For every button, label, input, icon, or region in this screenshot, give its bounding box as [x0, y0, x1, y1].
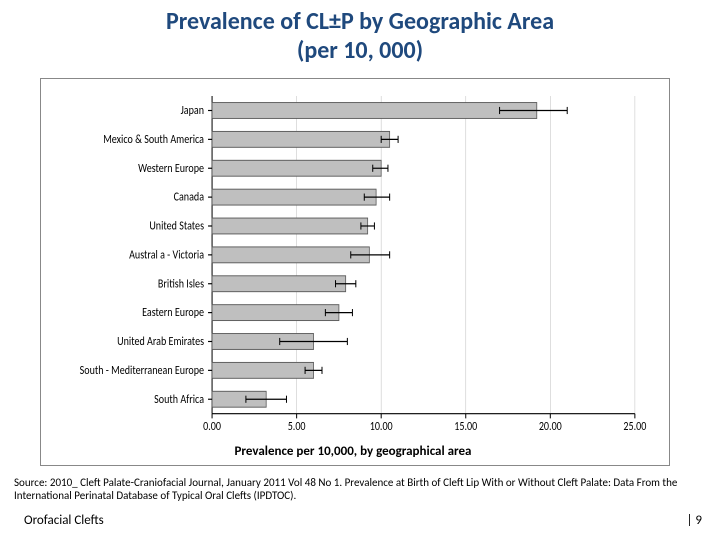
- category-label-9: South - Mediterranean Europe: [80, 363, 205, 377]
- slide: Prevalence of CL±P by Geographic Area (p…: [0, 0, 720, 540]
- bar-4: [212, 218, 368, 234]
- bar-0: [212, 102, 537, 118]
- footer: Orofacial Clefts | 9: [0, 503, 720, 540]
- bar-6: [212, 275, 346, 291]
- chart-container: 0.00 5.00 10.00 15.00 20.00 25.00 Japan Mexico …: [0, 72, 720, 470]
- footer-left-label: Orofacial Clefts: [24, 513, 104, 528]
- svg-text:25.00: 25.00: [623, 419, 646, 433]
- category-label-2: Western Europe: [138, 161, 204, 175]
- category-label-1: Mexico & South America: [103, 132, 204, 146]
- category-label-6: British Isles: [158, 276, 204, 290]
- slide-title: Prevalence of CL±P by Geographic Area (p…: [0, 0, 720, 72]
- bar-3: [212, 189, 376, 205]
- bar-2: [212, 160, 381, 176]
- category-label-0: Japan: [181, 103, 205, 117]
- chart-frame: 0.00 5.00 10.00 15.00 20.00 25.00 Japan Mexico …: [40, 78, 670, 466]
- category-label-7: Eastern Europe: [142, 305, 204, 319]
- category-label-4: United States: [149, 218, 204, 232]
- svg-text:5.00: 5.00: [288, 419, 306, 433]
- svg-text:20.00: 20.00: [539, 419, 562, 433]
- bar-7: [212, 304, 339, 320]
- title-line-1: Prevalence of CL±P by Geographic Area: [40, 8, 680, 37]
- bar-9: [212, 362, 313, 378]
- category-label-10: South Africa: [154, 392, 204, 406]
- bar-5: [212, 247, 369, 263]
- bar-1: [212, 131, 390, 147]
- page-number: | 9: [686, 513, 702, 528]
- x-axis-title: Prevalence per 10,000, by geographical a…: [51, 442, 655, 459]
- title-line-2: (per 10, 000): [40, 37, 680, 66]
- category-label-5: Austral a - Victoria: [129, 247, 204, 261]
- svg-text:10.00: 10.00: [370, 419, 393, 433]
- category-label-8: United Arab Emirates: [117, 334, 204, 348]
- svg-text:0.00: 0.00: [203, 419, 221, 433]
- source-citation: Source: 2010_ Cleft Palate-Craniofacial …: [0, 470, 720, 504]
- svg-text:15.00: 15.00: [454, 419, 477, 433]
- prevalence-bar-chart: 0.00 5.00 10.00 15.00 20.00 25.00 Japan Mexico …: [51, 89, 655, 442]
- category-label-3: Canada: [174, 189, 204, 203]
